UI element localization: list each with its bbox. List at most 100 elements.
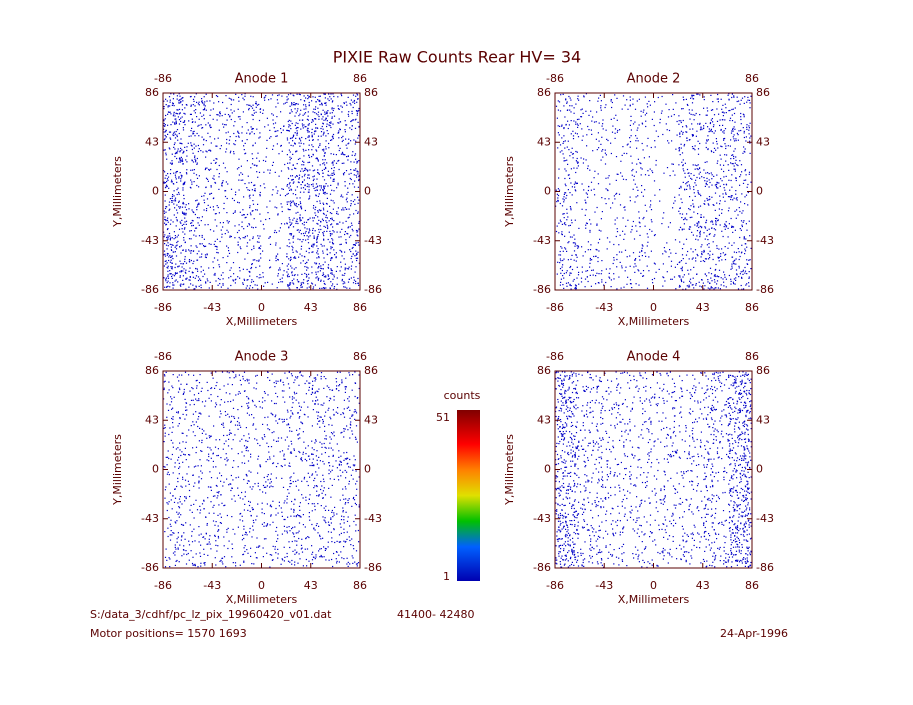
density-cell (286, 396, 309, 420)
density-cell (654, 142, 677, 166)
density-cell (581, 371, 602, 393)
density-cell (187, 142, 212, 165)
colorbar-tick-label: 51 (436, 411, 450, 424)
x-tick-label: 43 (696, 579, 710, 592)
density-cell (728, 469, 752, 494)
density-cell (335, 544, 360, 567)
density-cell (729, 117, 752, 142)
density-cell (163, 191, 188, 216)
density-cell (604, 399, 628, 420)
density-cell (187, 543, 212, 568)
density-cell (706, 420, 728, 444)
density-cell (163, 446, 187, 469)
density-cell (188, 243, 212, 265)
y-right-tick-label: 86 (756, 86, 770, 99)
x-tick-label: 86 (353, 579, 367, 592)
density-cell (261, 420, 286, 444)
density-cell (164, 519, 187, 543)
density-cell (629, 96, 651, 117)
density-cell (237, 371, 258, 395)
density-cell (678, 497, 703, 519)
density-cell (580, 544, 605, 568)
density-cell (654, 494, 677, 518)
density-cell (606, 241, 628, 265)
density-cell (653, 167, 676, 191)
density-cell (555, 371, 580, 395)
density-cell (337, 469, 360, 490)
density-cell (630, 446, 653, 469)
density-cell (286, 191, 311, 216)
density-cell (286, 118, 310, 142)
density-cell (189, 495, 212, 519)
density-cell (286, 544, 310, 567)
plot-frame (554, 370, 753, 569)
density-cell (604, 471, 629, 494)
y-tick-label: -43 (141, 512, 159, 525)
density-cell (286, 241, 311, 265)
density-cell (727, 191, 749, 216)
y-right-tick-label: 43 (756, 135, 770, 148)
density-cell (164, 495, 187, 519)
density-cell (678, 470, 702, 492)
density-cell (702, 241, 727, 266)
x-tick-label: 86 (745, 301, 759, 314)
density-cell (310, 372, 334, 395)
density-cell (212, 118, 237, 142)
density-cell (728, 371, 752, 396)
density-cell (212, 371, 237, 396)
density-cell (704, 142, 728, 166)
y-tick-label: -86 (533, 283, 551, 296)
density-cell (681, 524, 702, 543)
x-tick-label: -43 (203, 301, 221, 314)
density-cell (286, 142, 311, 166)
density-cell (212, 520, 236, 542)
density-cell (579, 471, 604, 494)
density-cell (678, 118, 703, 142)
density-cell (237, 444, 262, 468)
density-cell (580, 445, 603, 470)
density-cell (237, 494, 259, 517)
y-axis-label: Y,Millimeters (503, 434, 516, 506)
density-cell (581, 519, 604, 543)
date: 24-Apr-1996 (720, 627, 788, 640)
density-cell (604, 94, 629, 116)
record-range: 41400- 42480 (397, 608, 474, 621)
density-cell (555, 395, 580, 421)
density-cell (310, 166, 335, 192)
x-top-tick-label: -86 (154, 350, 172, 363)
panel-title: Anode 3 (235, 350, 289, 365)
density-cell (678, 216, 703, 241)
y-right-tick-label: -86 (364, 283, 382, 296)
density-cell (336, 421, 358, 445)
x-top-tick-label: 86 (353, 350, 367, 363)
density-cell (286, 167, 311, 191)
density-cell (605, 172, 627, 192)
density-cell (262, 242, 283, 265)
x-tick-label: -86 (546, 579, 564, 592)
density-cell (678, 142, 701, 167)
x-tick-label: 86 (353, 301, 367, 314)
density-cell (629, 118, 653, 143)
density-cell (286, 93, 310, 117)
density-cell (163, 371, 188, 395)
density-cell (727, 395, 752, 421)
density-cell (702, 544, 728, 568)
y-right-tick-label: -43 (756, 512, 774, 525)
x-tick-label: 0 (258, 579, 265, 592)
density-cell (266, 192, 287, 216)
colorbar (457, 410, 480, 581)
y-axis-label: Y,Millimeters (503, 156, 516, 228)
density-cell (727, 543, 752, 568)
density-cell (213, 142, 236, 167)
y-tick-label: 43 (145, 413, 159, 426)
density-cell (703, 192, 727, 216)
density-cell (335, 142, 360, 164)
x-tick-label: 43 (304, 579, 318, 592)
density-cell (727, 445, 752, 470)
density-cell (557, 142, 579, 167)
density-cell (678, 421, 702, 443)
density-cell (286, 494, 311, 518)
density-cell (188, 192, 213, 216)
density-cell (678, 445, 703, 466)
density-cell (702, 267, 727, 290)
